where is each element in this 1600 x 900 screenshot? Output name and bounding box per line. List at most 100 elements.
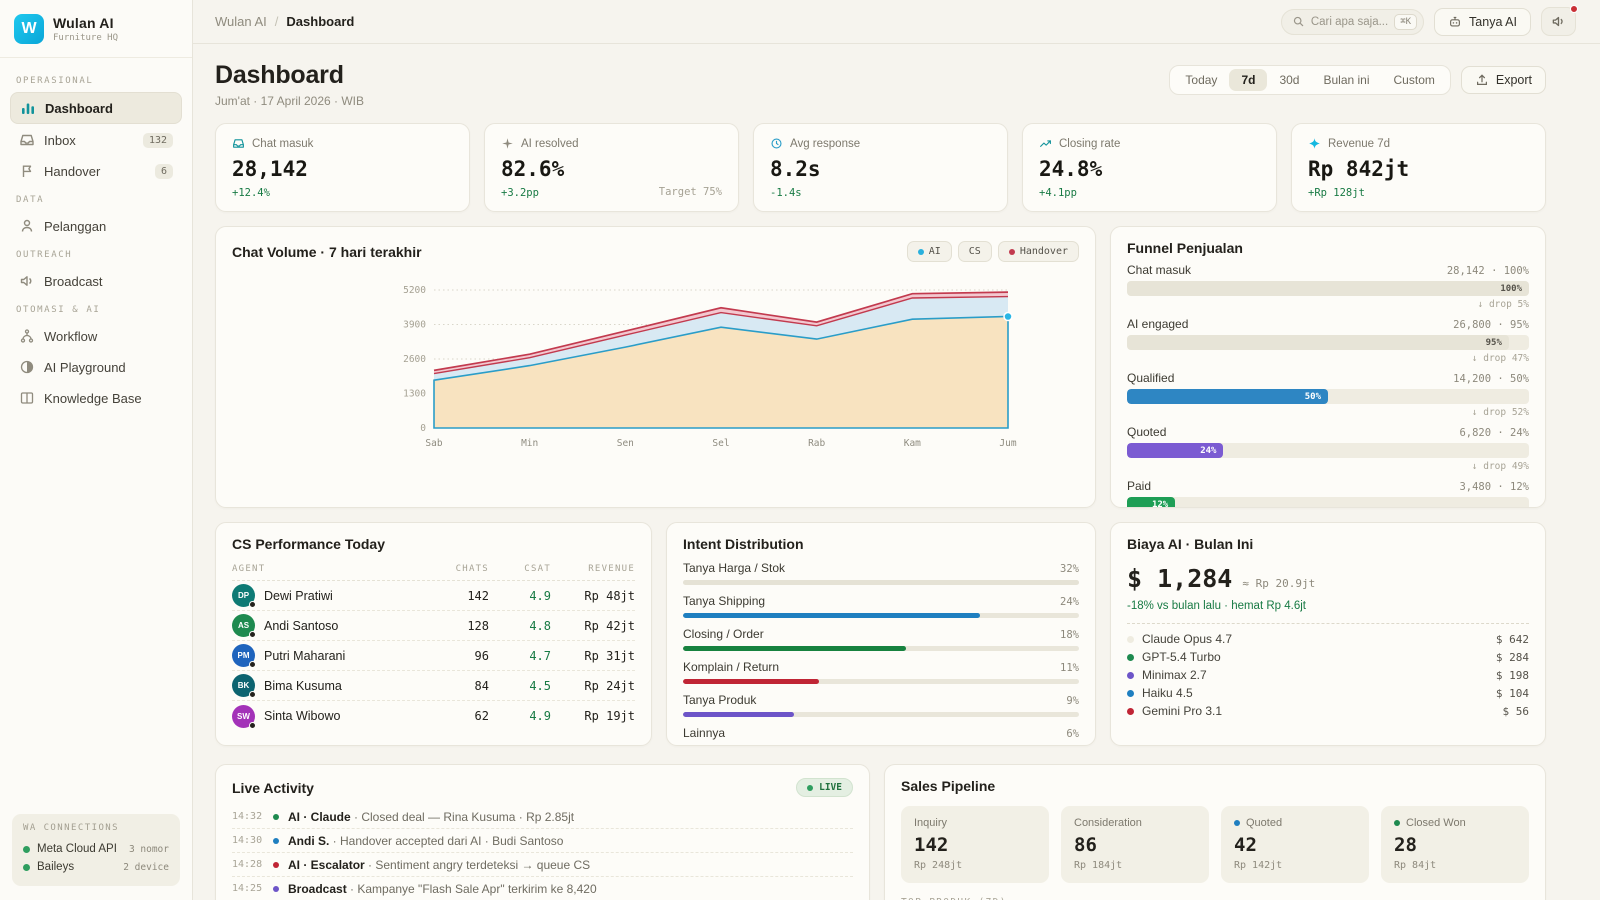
cs-header-chats: CHATS: [427, 564, 489, 574]
funnel-bar-track: 12%: [1127, 497, 1529, 508]
announcements-button[interactable]: [1541, 7, 1576, 36]
range-tab-30d[interactable]: 30d: [1267, 69, 1311, 91]
sidebar-item-label: Pelanggan: [44, 219, 106, 234]
agent-csat: 4.7: [489, 649, 551, 663]
range-tab-7d[interactable]: 7d: [1229, 69, 1267, 91]
cs-header-csat: CSAT: [489, 564, 551, 574]
funnel-stage-header: Qualified14,200 · 50%: [1127, 371, 1529, 385]
cs-header-revenue: REVENUE: [551, 564, 635, 574]
megaphone-icon: [1551, 14, 1566, 29]
cs-table-row: ASAndi Santoso1284.8Rp 42jt: [232, 611, 635, 641]
page-title: Dashboard: [215, 61, 364, 90]
intent-header: Tanya Shipping24%: [683, 594, 1079, 608]
legend-pill-handover[interactable]: Handover: [998, 241, 1079, 262]
svg-text:Sel: Sel: [712, 438, 729, 449]
agent-name: Bima Kusuma: [264, 679, 342, 693]
sidebar-item-pelanggan[interactable]: Pelanggan: [10, 211, 182, 241]
kpi-value: 8.2s: [770, 157, 991, 181]
sidebar-item-workflow[interactable]: Workflow: [10, 321, 182, 351]
sidebar-item-label: Handover: [44, 164, 100, 179]
funnel-stage-label: AI engaged: [1127, 317, 1188, 331]
model-name: Claude Opus 4.7: [1142, 632, 1232, 646]
agent-chats: 96: [427, 649, 489, 663]
sidebar-item-handover[interactable]: Handover6: [10, 156, 182, 186]
range-tab-custom[interactable]: Custom: [1382, 69, 1447, 91]
range-tab-bulan-ini[interactable]: Bulan ini: [1311, 69, 1381, 91]
agent-csat: 4.9: [489, 709, 551, 723]
intent-header: Lainnya6%: [683, 726, 1079, 740]
cs-table-header: AGENTCHATSCSATREVENUE: [232, 552, 635, 581]
wa-connection-row: Baileys2 device: [23, 858, 169, 876]
pipeline-stage-quoted[interactable]: Quoted42Rp 142jt: [1221, 806, 1369, 883]
inbox-icon: [19, 132, 35, 148]
legend-pill-ai[interactable]: AI: [907, 241, 952, 262]
search-placeholder: Cari apa saja...: [1311, 16, 1388, 28]
intent-pct: 32%: [1060, 563, 1079, 575]
kpi-label: Avg response: [770, 137, 991, 150]
date-range-tabs: Today7d30dBulan iniCustom: [1169, 65, 1450, 95]
avatar: PM: [232, 644, 255, 667]
agent-chats: 142: [427, 589, 489, 603]
search-input[interactable]: Cari apa saja... ⌘K: [1281, 9, 1424, 35]
intent-bar-fill: [683, 679, 819, 684]
breadcrumb-root[interactable]: Wulan AI: [215, 14, 267, 29]
legend-dot: [918, 249, 924, 255]
cs-performance-title: CS Performance Today: [232, 536, 635, 552]
intent-item-lainnya: Lainnya6%: [683, 726, 1079, 746]
clock-icon: [770, 137, 783, 150]
funnel-drop-label: ↓ drop 52%: [1127, 407, 1529, 418]
model-cost: $ 284: [1496, 651, 1529, 664]
pipeline-stage-inquiry[interactable]: Inquiry142Rp 248jt: [901, 806, 1049, 883]
sidebar-item-label: Workflow: [44, 329, 97, 344]
sidebar-item-label: Inbox: [44, 133, 76, 148]
model-cost: $ 56: [1503, 705, 1530, 718]
pipeline-stage-consideration[interactable]: Consideration86Rp 184jt: [1061, 806, 1209, 883]
kpi-label: Chat masuk: [232, 137, 453, 150]
pipeline-stage-value: Rp 84jt: [1394, 860, 1516, 871]
sidebar-item-ai-playground[interactable]: AI Playground: [10, 352, 182, 382]
brand: W Wulan AI Furniture HQ: [0, 0, 192, 58]
sparkle-icon: [501, 137, 514, 150]
cs-table-row: DPDewi Pratiwi1424.9Rp 48jt: [232, 581, 635, 611]
funnel-drop-label: ↓ drop 49%: [1127, 461, 1529, 472]
live-activity-row: 14:30Andi S. · Handover accepted dari AI…: [232, 829, 853, 853]
avatar: SW: [232, 705, 255, 728]
legend-label: CS: [969, 246, 981, 257]
intent-bar-fill: [683, 712, 794, 717]
sidebar-item-knowledge-base[interactable]: Knowledge Base: [10, 383, 182, 413]
page-subtitle: Jum'at · 17 April 2026 · WIB: [215, 94, 364, 108]
wa-connection-value: 2 device: [123, 862, 169, 873]
intent-distribution-card: Intent Distribution Tanya Harga / Stok32…: [666, 522, 1096, 746]
breadcrumb: Wulan AI / Dashboard: [215, 14, 354, 29]
sidebar-item-inbox[interactable]: Inbox 132: [10, 125, 182, 155]
live-event-text: AI · Escalator · Sentiment angry terdete…: [288, 858, 590, 872]
avatar: BK: [232, 674, 255, 697]
kpi-delta: +12.4%: [232, 187, 453, 199]
sidebar-item-broadcast[interactable]: Broadcast: [10, 266, 182, 296]
main-area: Wulan AI / Dashboard Cari apa saja... ⌘K…: [193, 0, 1600, 900]
funnel-stage-qualified: Qualified14,200 · 50%50%↓ drop 52%: [1127, 371, 1529, 418]
chart-endpoint-dot: [1004, 313, 1012, 321]
sidebar: W Wulan AI Furniture HQ OPERASIONALDashb…: [0, 0, 193, 900]
legend-pill-cs[interactable]: CS: [958, 241, 992, 262]
avatar-status-dot: [249, 661, 256, 668]
funnel-stage-label: Chat masuk: [1127, 263, 1191, 277]
intent-pct: 6%: [1066, 728, 1079, 740]
pipeline-stage-closed-won[interactable]: Closed Won28Rp 84jt: [1381, 806, 1529, 883]
sidebar-item-label: Knowledge Base: [44, 391, 142, 406]
intent-label: Komplain / Return: [683, 660, 779, 674]
model-dot: [1127, 690, 1134, 697]
export-button[interactable]: Export: [1461, 66, 1546, 94]
funnel-bar-track: 100%: [1127, 281, 1529, 296]
sales-pipeline-card: Sales Pipeline Inquiry142Rp 248jtConside…: [884, 764, 1546, 900]
range-tab-today[interactable]: Today: [1173, 69, 1229, 91]
live-actor: AI · Claude: [288, 810, 351, 824]
model-cost: $ 198: [1496, 669, 1529, 682]
kpi-label-text: AI resolved: [521, 138, 579, 150]
funnel-stage-header: Chat masuk28,142 · 100%: [1127, 263, 1529, 277]
sidebar-item-dashboard[interactable]: Dashboard: [10, 92, 182, 124]
sidebar-item-badge: 132: [143, 133, 173, 148]
model-name: Minimax 2.7: [1142, 668, 1207, 682]
tanya-ai-button[interactable]: Tanya AI: [1434, 8, 1531, 36]
model-row: Claude Opus 4.7$ 642: [1127, 630, 1529, 648]
